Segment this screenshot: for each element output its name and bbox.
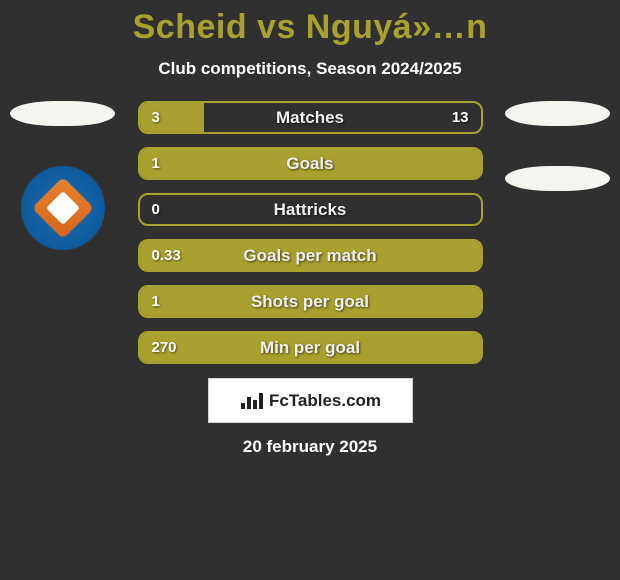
left-player-column	[8, 101, 118, 250]
stat-label: Shots per goal	[140, 292, 481, 312]
right-club-pill	[505, 166, 610, 191]
stat-label: Matches	[140, 108, 481, 128]
right-player-column	[503, 101, 613, 191]
page-title: Scheid vs Nguyá»…n	[0, 8, 620, 47]
comparison-widget: Scheid vs Nguyá»…n Club competitions, Se…	[0, 0, 620, 457]
stat-row-shots-per-goal: 1 Shots per goal	[138, 285, 483, 318]
stat-label: Hattricks	[140, 200, 481, 220]
stat-label: Min per goal	[140, 338, 481, 358]
stat-label: Goals per match	[140, 246, 481, 266]
stat-row-matches: 3 Matches 13	[138, 101, 483, 134]
left-club-badge	[21, 166, 105, 250]
right-player-pill	[505, 101, 610, 126]
branding-text: FcTables.com	[269, 391, 381, 411]
date-text: 20 february 2025	[0, 437, 620, 457]
main-row: 3 Matches 13 1 Goals 0 Hattricks 0.33 Go…	[0, 101, 620, 364]
left-player-pill	[10, 101, 115, 126]
stat-row-goals: 1 Goals	[138, 147, 483, 180]
stat-row-min-per-goal: 270 Min per goal	[138, 331, 483, 364]
stat-row-goals-per-match: 0.33 Goals per match	[138, 239, 483, 272]
club-badge-icon	[31, 177, 93, 239]
branding-link[interactable]: FcTables.com	[208, 378, 413, 423]
subtitle: Club competitions, Season 2024/2025	[0, 59, 620, 79]
stats-column: 3 Matches 13 1 Goals 0 Hattricks 0.33 Go…	[138, 101, 483, 364]
stat-right-value: 13	[452, 109, 469, 126]
stat-label: Goals	[140, 154, 481, 174]
bars-icon	[239, 391, 267, 411]
stat-row-hattricks: 0 Hattricks	[138, 193, 483, 226]
